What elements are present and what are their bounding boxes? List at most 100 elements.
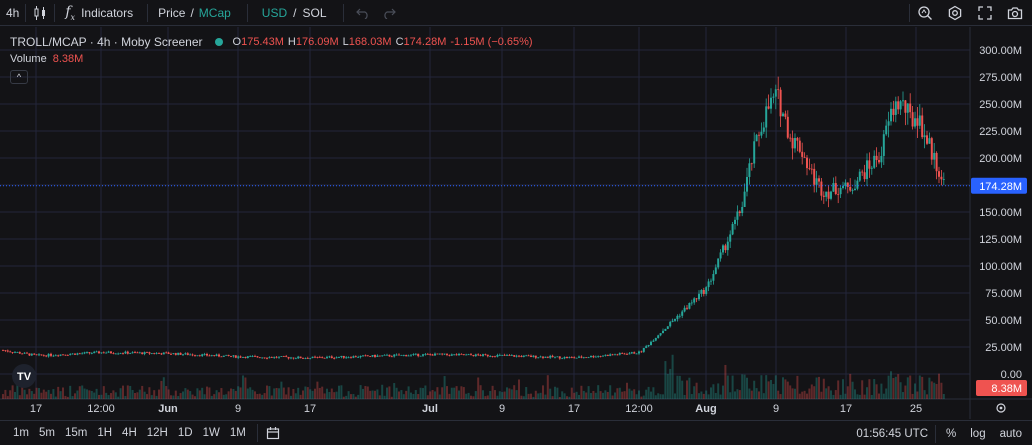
mcap-option[interactable]: MCap — [198, 5, 231, 20]
candle-body — [208, 355, 211, 357]
candle-body — [28, 353, 31, 356]
candlestick-type-button[interactable] — [26, 0, 54, 26]
timeframe-15m[interactable]: 15m — [64, 427, 88, 439]
sol-option[interactable]: SOL — [302, 5, 327, 20]
volume-bar — [762, 393, 765, 399]
divider — [246, 3, 248, 22]
candle-body — [546, 356, 549, 358]
tradingview-logo-icon[interactable] — [12, 364, 36, 388]
volume-bar — [460, 386, 463, 399]
candle-body — [362, 355, 364, 357]
volume-bar — [203, 394, 206, 399]
volume-bar — [117, 396, 120, 399]
undo-button[interactable] — [350, 0, 376, 26]
volume-bar — [335, 391, 338, 399]
volume-bar — [503, 391, 506, 399]
interval-button[interactable]: 4h — [0, 0, 25, 26]
volume-bar — [215, 390, 218, 399]
volume-bar — [494, 390, 496, 399]
volume-bar — [798, 393, 801, 399]
volume-bar — [784, 379, 787, 399]
volume-bar — [213, 394, 216, 399]
time-tick-label: Jun — [158, 403, 178, 415]
chart-area[interactable]: 300.00M275.00M250.00M225.00M200.00M175.0… — [0, 27, 1032, 419]
volume-bar — [381, 384, 384, 399]
candle-body — [186, 353, 189, 355]
candle-body — [213, 355, 216, 357]
candle-body — [436, 353, 439, 355]
candle-body — [798, 140, 801, 152]
volume-bar — [419, 387, 422, 399]
price-chart[interactable]: 300.00M275.00M250.00M225.00M200.00M175.0… — [0, 27, 1032, 419]
volume-bar — [6, 396, 9, 399]
price-option[interactable]: Price — [158, 5, 186, 20]
indicators-button[interactable]: fx Indicators — [55, 0, 139, 26]
visibility-dot-icon[interactable] — [214, 38, 223, 46]
screenshot-button[interactable] — [1002, 0, 1028, 26]
candle-body — [844, 182, 847, 186]
candle-body — [417, 353, 420, 357]
timeframe-5m[interactable]: 5m — [38, 427, 55, 439]
candle-body — [573, 357, 576, 359]
candle-body — [69, 354, 72, 356]
volume-bar — [734, 391, 736, 399]
axis-settings-icon[interactable] — [996, 403, 1006, 413]
candle-body — [875, 155, 878, 160]
redo-button[interactable] — [376, 0, 402, 26]
candle-body — [640, 351, 643, 353]
timeframe-1m[interactable]: 1m — [13, 427, 29, 439]
timeframe-4h[interactable]: 4H — [122, 427, 137, 439]
candle-body — [4, 350, 7, 352]
volume-bar — [47, 389, 50, 399]
timeframe-12h[interactable]: 12H — [146, 427, 168, 439]
candle-body — [894, 101, 897, 115]
volume-bar — [894, 376, 897, 399]
candle-body — [527, 355, 530, 357]
auto-scale-toggle[interactable]: auto — [999, 427, 1022, 440]
volume-bar — [83, 388, 86, 399]
candle-body — [258, 357, 261, 359]
volume-bar — [18, 395, 21, 399]
fullscreen-button[interactable] — [972, 0, 998, 26]
collapse-legend-button[interactable]: ^ — [10, 70, 28, 84]
utc-clock[interactable]: 01:56:45 UTC — [856, 427, 929, 440]
currency-toggle[interactable]: USD / SOL — [248, 0, 333, 26]
timeframe-1h[interactable]: 1H — [97, 427, 113, 439]
candlestick-icon — [34, 5, 46, 20]
volume-bar — [573, 392, 576, 399]
quick-search-button[interactable] — [912, 0, 938, 26]
timeframe-1m[interactable]: 1M — [229, 427, 246, 439]
settings-button[interactable] — [942, 0, 968, 26]
volume-bar — [662, 394, 664, 399]
volume-bar — [426, 395, 429, 399]
candle-body — [638, 351, 640, 354]
time-tick-label: 17 — [304, 403, 316, 415]
price-mcap-toggle[interactable]: Price / MCap — [148, 0, 237, 26]
candle-body — [138, 352, 141, 354]
volume-bar — [856, 394, 859, 399]
close-label: C — [395, 36, 404, 48]
candle-body — [364, 355, 367, 357]
log-scale-toggle[interactable]: log — [970, 427, 986, 440]
candle-body — [510, 355, 513, 356]
date-range-button[interactable] — [260, 420, 286, 445]
timeframe-1w[interactable]: 1W — [202, 427, 220, 439]
timeframe-1d[interactable]: 1D — [177, 427, 193, 439]
candle-body — [150, 353, 153, 354]
volume-bar — [890, 371, 892, 399]
percent-scale-toggle[interactable]: % — [946, 427, 957, 440]
candle-body — [369, 356, 372, 358]
candle-body — [539, 356, 542, 358]
time-tick-label: Aug — [695, 403, 716, 415]
candle-body — [618, 353, 621, 355]
usd-option[interactable]: USD — [261, 5, 288, 20]
separator: / — [293, 5, 297, 20]
candle-body — [11, 352, 14, 353]
candle-body — [856, 180, 859, 189]
candle-body — [652, 340, 655, 342]
candle-body — [674, 319, 676, 321]
candle-body — [777, 89, 780, 91]
candle-body — [47, 353, 50, 357]
interval-label: 4h — [6, 5, 20, 20]
candle-body — [890, 108, 892, 122]
